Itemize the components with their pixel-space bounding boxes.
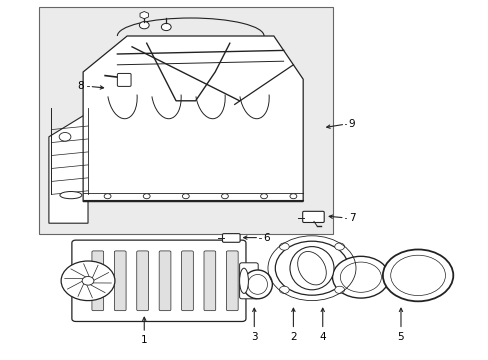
Circle shape (382, 249, 452, 301)
Circle shape (59, 132, 71, 141)
FancyBboxPatch shape (137, 251, 148, 311)
Text: 9: 9 (348, 119, 355, 129)
Ellipse shape (239, 268, 248, 293)
Circle shape (332, 256, 388, 298)
FancyBboxPatch shape (92, 251, 103, 311)
Circle shape (279, 243, 288, 250)
Circle shape (279, 286, 288, 293)
Polygon shape (39, 7, 332, 234)
Ellipse shape (297, 252, 325, 285)
Circle shape (82, 276, 94, 285)
FancyBboxPatch shape (181, 251, 193, 311)
Circle shape (182, 194, 189, 199)
Text: 7: 7 (348, 213, 355, 223)
Circle shape (334, 286, 344, 293)
Circle shape (260, 194, 267, 199)
Text: 6: 6 (263, 233, 269, 243)
FancyBboxPatch shape (159, 251, 171, 311)
Circle shape (104, 194, 111, 199)
Circle shape (161, 23, 171, 31)
FancyBboxPatch shape (72, 240, 245, 321)
Text: 3: 3 (250, 332, 257, 342)
Ellipse shape (289, 247, 333, 290)
Circle shape (334, 243, 344, 250)
FancyBboxPatch shape (117, 73, 131, 86)
FancyBboxPatch shape (226, 251, 238, 311)
Polygon shape (83, 36, 303, 202)
FancyBboxPatch shape (239, 263, 258, 299)
Circle shape (275, 241, 348, 295)
Circle shape (143, 194, 150, 199)
FancyBboxPatch shape (222, 234, 240, 242)
Text: 2: 2 (289, 332, 296, 342)
Ellipse shape (247, 275, 267, 294)
FancyBboxPatch shape (114, 251, 126, 311)
FancyBboxPatch shape (302, 211, 324, 222)
Text: 1: 1 (141, 335, 147, 345)
Circle shape (340, 262, 381, 292)
Polygon shape (49, 101, 107, 223)
Text: 8: 8 (77, 81, 84, 91)
Circle shape (289, 194, 296, 199)
Circle shape (61, 261, 115, 301)
Circle shape (221, 194, 228, 199)
Text: 5: 5 (397, 332, 404, 342)
Ellipse shape (60, 192, 81, 199)
Circle shape (139, 22, 149, 29)
Ellipse shape (243, 270, 272, 299)
Circle shape (390, 255, 445, 296)
Text: 4: 4 (319, 332, 325, 342)
FancyBboxPatch shape (203, 251, 215, 311)
